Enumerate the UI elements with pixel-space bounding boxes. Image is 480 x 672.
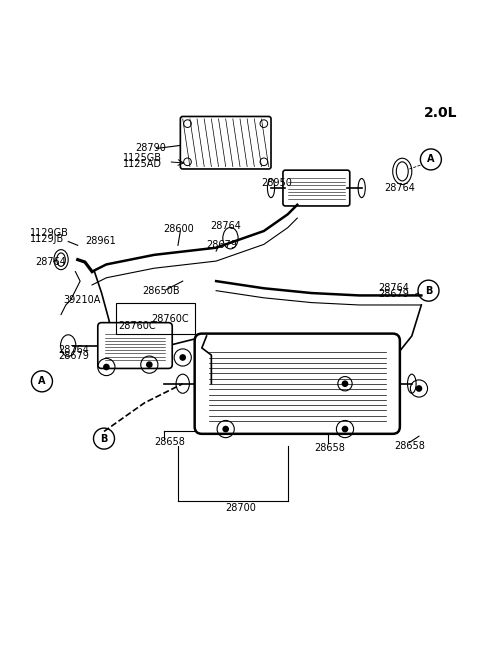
Text: 28679: 28679: [206, 241, 238, 251]
Text: 28764: 28764: [210, 221, 241, 231]
Text: 28679: 28679: [59, 351, 90, 361]
Text: 28764: 28764: [59, 345, 90, 355]
Text: 28760C: 28760C: [118, 321, 156, 331]
FancyBboxPatch shape: [180, 116, 271, 169]
Text: 28679: 28679: [378, 290, 409, 300]
FancyBboxPatch shape: [283, 170, 350, 206]
Circle shape: [103, 364, 110, 370]
Circle shape: [146, 362, 153, 368]
Text: 28950: 28950: [262, 178, 292, 188]
Text: 1125GB: 1125GB: [123, 153, 162, 163]
Text: A: A: [427, 155, 434, 165]
Circle shape: [180, 354, 186, 361]
Circle shape: [416, 385, 422, 392]
Circle shape: [222, 426, 229, 432]
Text: 28764: 28764: [384, 183, 415, 193]
Text: 28650B: 28650B: [142, 286, 180, 296]
Text: A: A: [38, 376, 46, 386]
Text: 28760C: 28760C: [152, 314, 189, 325]
Text: 28961: 28961: [85, 236, 116, 245]
Text: 28764: 28764: [35, 257, 66, 267]
Text: 39210A: 39210A: [63, 295, 101, 305]
Text: B: B: [100, 433, 108, 444]
Text: 1129JB: 1129JB: [30, 234, 64, 244]
Text: 28658: 28658: [314, 443, 345, 453]
Text: 28790: 28790: [135, 143, 166, 153]
Text: 2.0L: 2.0L: [424, 106, 457, 120]
FancyBboxPatch shape: [98, 323, 172, 368]
Text: 1125AD: 1125AD: [123, 159, 162, 169]
Text: 1129GB: 1129GB: [30, 228, 69, 239]
Circle shape: [342, 380, 348, 387]
Circle shape: [342, 426, 348, 432]
Text: B: B: [425, 286, 432, 296]
Text: 28700: 28700: [226, 503, 256, 513]
Text: 28600: 28600: [164, 224, 194, 234]
Text: 28658: 28658: [154, 437, 185, 448]
Text: 28764: 28764: [378, 284, 409, 293]
FancyBboxPatch shape: [195, 333, 400, 434]
Bar: [116, 302, 195, 333]
Text: 28658: 28658: [394, 441, 425, 451]
